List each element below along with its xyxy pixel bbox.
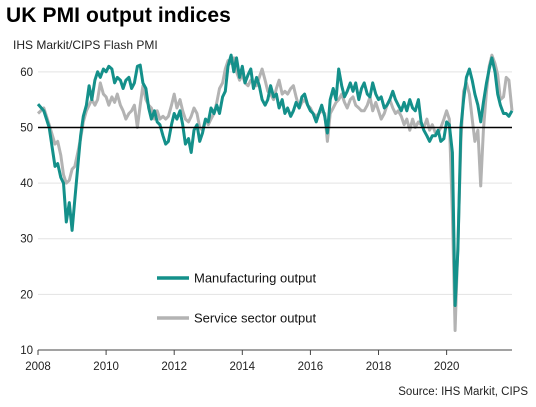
chart-title: UK PMI output indices bbox=[6, 4, 231, 27]
y-tick-label: 20 bbox=[20, 289, 33, 301]
x-axis-labels: 2008 2010 2012 2014 2016 2018 2020 bbox=[25, 361, 459, 373]
x-axis bbox=[37, 349, 512, 355]
x-tick-label: 2016 bbox=[298, 361, 324, 373]
x-tick-label: 2010 bbox=[93, 361, 119, 373]
series-lines bbox=[36, 53, 514, 332]
chart-subtitle: IHS Markit/CIPS Flash PMI bbox=[13, 38, 158, 52]
legend: Manufacturing output Service sector outp… bbox=[157, 271, 317, 326]
series-line-services bbox=[36, 53, 514, 332]
y-tick-label: 50 bbox=[20, 122, 33, 134]
legend-label-services: Service sector output bbox=[194, 311, 317, 326]
y-tick-label: 40 bbox=[20, 178, 33, 190]
y-tick-label: 10 bbox=[20, 345, 33, 357]
legend-label-manufacturing: Manufacturing output bbox=[194, 271, 317, 286]
x-tick-label: 2008 bbox=[25, 361, 51, 373]
x-tick-label: 2020 bbox=[434, 361, 460, 373]
x-tick-label: 2014 bbox=[230, 361, 256, 373]
x-tick-label: 2012 bbox=[161, 361, 187, 373]
y-tick-label: 30 bbox=[20, 234, 33, 246]
x-tick-label: 2018 bbox=[366, 361, 392, 373]
source-note: Source: IHS Markit, CIPS bbox=[398, 386, 528, 398]
y-tick-label: 60 bbox=[20, 67, 33, 79]
gridlines bbox=[38, 71, 512, 295]
y-axis-labels: 10 20 30 40 50 60 bbox=[20, 67, 33, 357]
series-line-manufacturing bbox=[36, 53, 514, 307]
